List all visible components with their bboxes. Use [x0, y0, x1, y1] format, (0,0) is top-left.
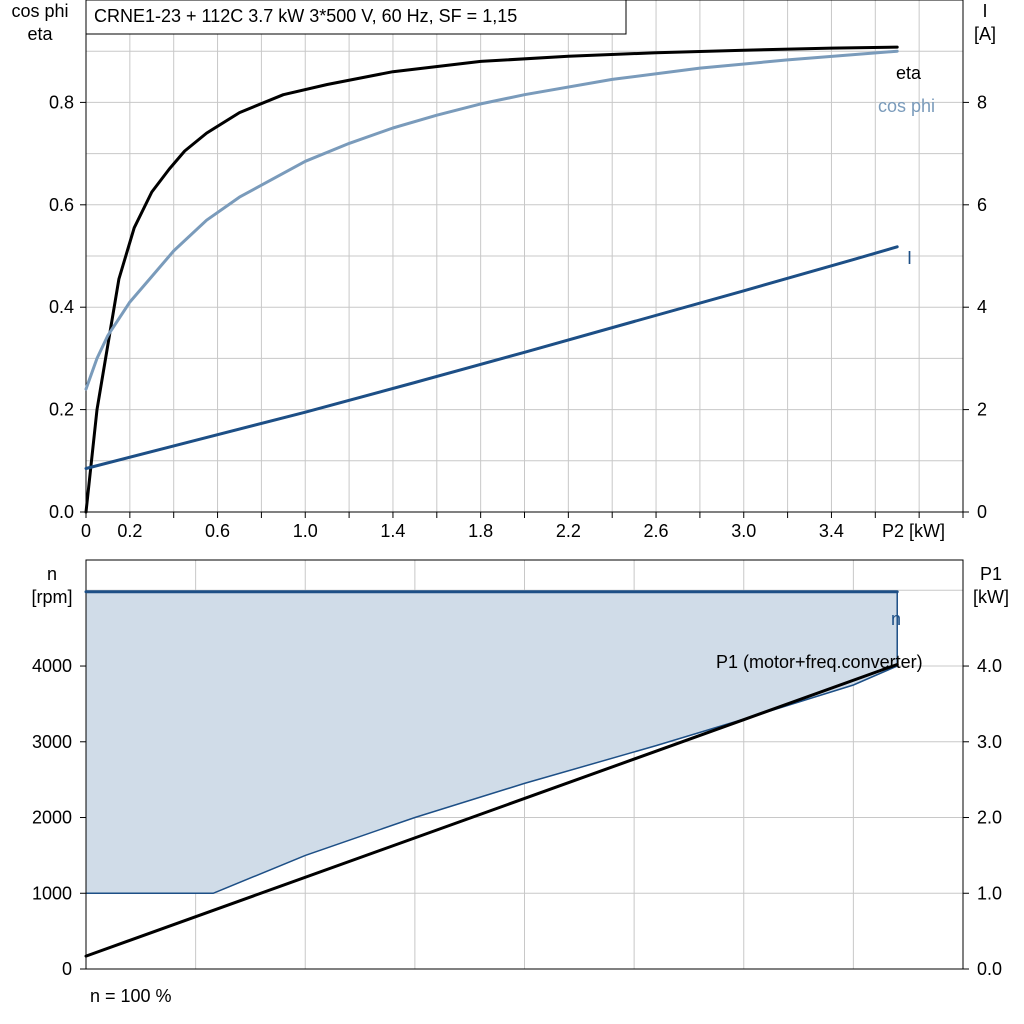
series-label-eta: eta	[896, 63, 922, 83]
bottom-yright-tick-label: 0.0	[977, 959, 1002, 979]
top-series	[84, 45, 899, 514]
operating-range-lower-edge	[86, 665, 898, 895]
top-yleft-tick-label: 0.8	[49, 92, 74, 112]
series-line-p1-motor-freq-converter	[84, 663, 899, 958]
bottom-yleft-tick-label: 3000	[32, 732, 72, 752]
top-x-tick-label: 0.2	[117, 521, 142, 541]
top-yright-tick-label: 0	[977, 502, 987, 522]
series-line-i	[84, 245, 899, 470]
top-x-tick-label: 1.8	[468, 521, 493, 541]
top-yright-tick-label: 8	[977, 92, 987, 112]
top-x-tick-label: 2.2	[556, 521, 581, 541]
bottom-yleft-tick-label: 0	[62, 959, 72, 979]
top-grid	[86, 0, 963, 512]
bottom-footer: n = 100 %	[90, 986, 172, 1006]
top-x-tick-label: 2.6	[644, 521, 669, 541]
bottom-ylabel-left-2: [rpm]	[31, 587, 72, 607]
bottom-operating-area	[85, 591, 898, 895]
top-x-tick-label: 1.0	[293, 521, 318, 541]
bottom-plot-frame	[85, 559, 964, 970]
top-yright-tick-label: 4	[977, 297, 987, 317]
top-yright-tick-label: 6	[977, 195, 987, 215]
top-yleft-tick-label: 0.4	[49, 297, 74, 317]
top-yleft-tick-label: 0.2	[49, 400, 74, 420]
bottom-series	[84, 590, 899, 958]
top-axis-ticks: 0 0.2 0.6 1.0 1.4 1.8 2.2 2.6 3.0 3.4 0.0 0.2 0.4 0.6…	[49, 92, 987, 541]
bottom-yright-tick-label: 3.0	[977, 732, 1002, 752]
top-yleft-tick-label: 0.6	[49, 195, 74, 215]
top-ylabel-right-2: [A]	[974, 24, 996, 44]
chart-title: CRNE1-23 + 112C 3.7 kW 3*500 V, 60 Hz, S…	[94, 6, 517, 26]
bottom-yright-tick-label: 1.0	[977, 883, 1002, 903]
top-yleft-tick-label: 0.0	[49, 502, 74, 522]
top-ylabel-left-1: cos phi	[11, 1, 68, 21]
top-ylabel-right-1: I	[982, 1, 987, 21]
bottom-yleft-tick-label: 4000	[32, 656, 72, 676]
top-x-tick-label: 0	[81, 521, 91, 541]
top-x-tick-label: 0.6	[205, 521, 230, 541]
operating-range-area	[86, 591, 898, 894]
bottom-ylabel-right-2: [kW]	[973, 587, 1009, 607]
top-yright-tick-label: 2	[977, 400, 987, 420]
chart-title-box	[85, 0, 627, 35]
series-line-eta	[84, 45, 899, 514]
bottom-ylabel-left-1: n	[47, 564, 57, 584]
bottom-axis-ticks: 0 1000 2000 3000 4000 0.0 1.0 2.0 3.0 4.0	[32, 656, 1002, 979]
series-label-n: n	[891, 609, 901, 629]
series-label-i: I	[907, 248, 912, 268]
top-x-tick-label: 3.4	[819, 521, 844, 541]
top-x-tick-label: 3.0	[731, 521, 756, 541]
bottom-yleft-tick-label: 1000	[32, 883, 72, 903]
series-label-p1: P1 (motor+freq.converter)	[716, 652, 923, 672]
series-line-cos-phi	[84, 49, 899, 391]
top-x-tick-label: 1.4	[380, 521, 405, 541]
bottom-yleft-tick-label: 2000	[32, 808, 72, 828]
top-xlabel: P2 [kW]	[882, 521, 945, 541]
bottom-yright-tick-label: 2.0	[977, 808, 1002, 828]
top-ylabel-left-2: eta	[27, 24, 53, 44]
bottom-yright-tick-label: 4.0	[977, 656, 1002, 676]
series-label-cos-phi: cos phi	[878, 96, 935, 116]
top-chart: 0 0.2 0.6 1.0 1.4 1.8 2.2 2.6 3.0 3.4 0.0 0.2 0.4 0.6…	[11, 0, 996, 541]
bottom-ylabel-right-1: P1	[980, 564, 1002, 584]
bottom-chart: 0 1000 2000 3000 4000 0.0 1.0 2.0 3.0 4.0 n [rpm]…	[31, 559, 1009, 1006]
